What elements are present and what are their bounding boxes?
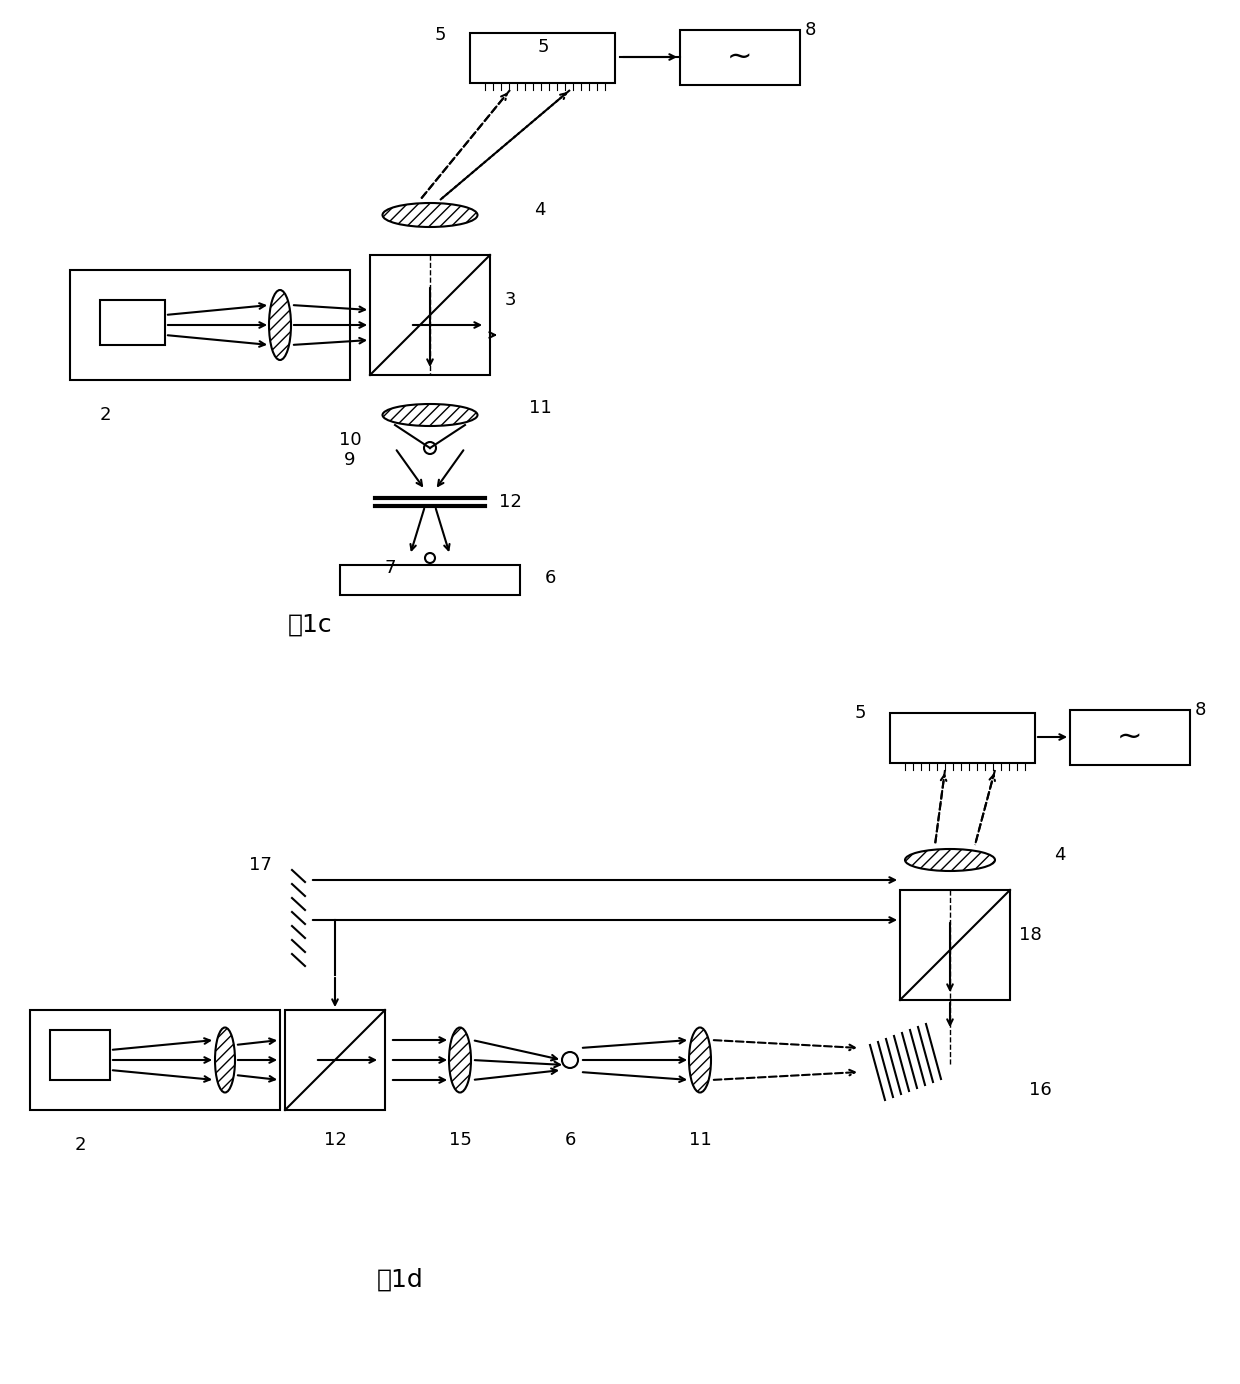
Text: 16: 16 xyxy=(1029,1081,1052,1099)
Text: 7: 7 xyxy=(384,559,396,577)
Bar xyxy=(680,30,800,84)
Text: 图1d: 图1d xyxy=(377,1268,423,1293)
Ellipse shape xyxy=(449,1027,471,1092)
Bar xyxy=(470,33,615,83)
Text: 4: 4 xyxy=(534,201,546,219)
Text: 5: 5 xyxy=(854,704,866,722)
Text: ~: ~ xyxy=(727,43,753,72)
Text: 6: 6 xyxy=(544,569,556,587)
Bar xyxy=(285,1010,384,1110)
Text: 图1c: 图1c xyxy=(288,613,332,637)
Ellipse shape xyxy=(382,404,477,426)
Bar xyxy=(900,890,1011,1001)
Text: 5: 5 xyxy=(434,26,445,44)
Text: 4: 4 xyxy=(1054,846,1065,864)
Bar xyxy=(1070,710,1190,765)
Bar xyxy=(69,270,350,381)
Bar xyxy=(100,300,165,345)
Bar xyxy=(370,255,490,375)
Bar xyxy=(30,1010,280,1110)
Text: 3: 3 xyxy=(505,291,516,309)
Text: 2: 2 xyxy=(74,1136,86,1154)
Ellipse shape xyxy=(689,1027,711,1092)
Text: 17: 17 xyxy=(248,855,272,875)
Text: 8: 8 xyxy=(1194,702,1205,720)
Text: 15: 15 xyxy=(449,1131,471,1149)
Text: 8: 8 xyxy=(805,21,816,39)
Text: 18: 18 xyxy=(1018,926,1042,944)
Ellipse shape xyxy=(215,1027,236,1092)
Bar xyxy=(50,1030,110,1080)
Text: 2: 2 xyxy=(99,406,110,424)
Bar xyxy=(890,713,1035,763)
Text: 11: 11 xyxy=(528,399,552,417)
Ellipse shape xyxy=(905,848,994,871)
Text: 9: 9 xyxy=(345,451,356,469)
Text: 5: 5 xyxy=(537,37,549,55)
Bar xyxy=(340,565,520,595)
Text: 12: 12 xyxy=(498,493,522,511)
Ellipse shape xyxy=(382,203,477,227)
Text: 12: 12 xyxy=(324,1131,346,1149)
Ellipse shape xyxy=(269,291,291,360)
Text: 10: 10 xyxy=(339,430,361,448)
Text: 6: 6 xyxy=(564,1131,575,1149)
Text: ~: ~ xyxy=(1117,722,1143,752)
Text: 11: 11 xyxy=(688,1131,712,1149)
